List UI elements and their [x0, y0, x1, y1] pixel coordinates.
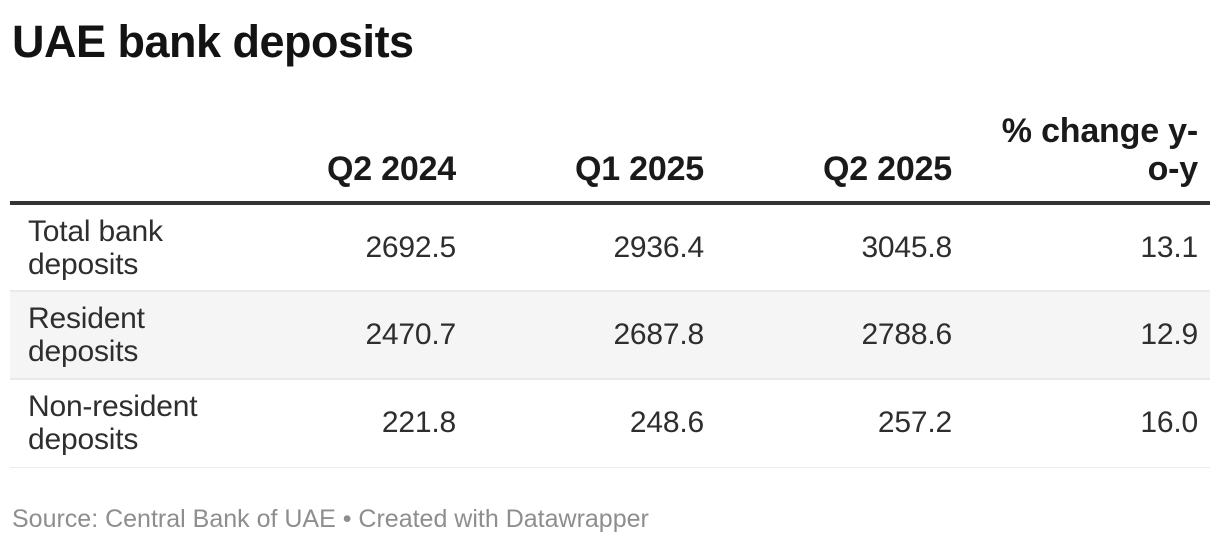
column-header-pct-change: % change y-o-y — [964, 112, 1210, 205]
column-header-pct-change-label: % change y-o-y — [1001, 112, 1198, 188]
cell-value: 12.9 — [964, 290, 1210, 379]
cell-value: 2692.5 — [365, 230, 456, 264]
cell-value: 2788.6 — [716, 290, 964, 379]
source-attribution: Source: Central Bank of UAE • Created wi… — [12, 504, 649, 533]
cell-value: 3045.8 — [861, 230, 952, 264]
column-header-empty — [10, 112, 220, 205]
table-row-resident-deposits: Resident deposits 2470.7 2687.8 2788.6 1… — [10, 290, 1210, 379]
cell-value: 2687.8 — [468, 290, 716, 379]
table-row-non-resident-deposits: Non-resident deposits 221.8 248.6 257.2 … — [10, 378, 1210, 468]
page-title: UAE bank deposits — [12, 16, 414, 67]
row-label: Total bank deposits — [28, 214, 163, 281]
column-header-q2-2024: Q2 2024 — [220, 112, 468, 205]
cell-value: 248.6 — [468, 378, 716, 468]
row-label: Non-resident deposits — [10, 378, 220, 468]
column-header-q1-2025: Q1 2025 — [468, 112, 716, 205]
column-header-q2-2025: Q2 2025 — [716, 112, 964, 205]
data-table: Q2 2024 Q1 2025 Q2 2025 % change y-o-y T… — [10, 112, 1210, 468]
cell-value: 16.0 — [964, 378, 1210, 468]
table-header-row: Q2 2024 Q1 2025 Q2 2025 % change y-o-y — [10, 112, 1210, 205]
table-row-total-bank-deposits: Total bank deposits 2692.5 2936.4 3045.8… — [10, 203, 1210, 291]
cell-value: 257.2 — [716, 378, 964, 468]
cell-value: 2470.7 — [220, 290, 468, 379]
cell-value: 221.8 — [220, 378, 468, 468]
cell-value: 13.1 — [1140, 230, 1198, 264]
cell-value: 2936.4 — [613, 230, 704, 264]
row-label: Resident deposits — [10, 290, 220, 379]
